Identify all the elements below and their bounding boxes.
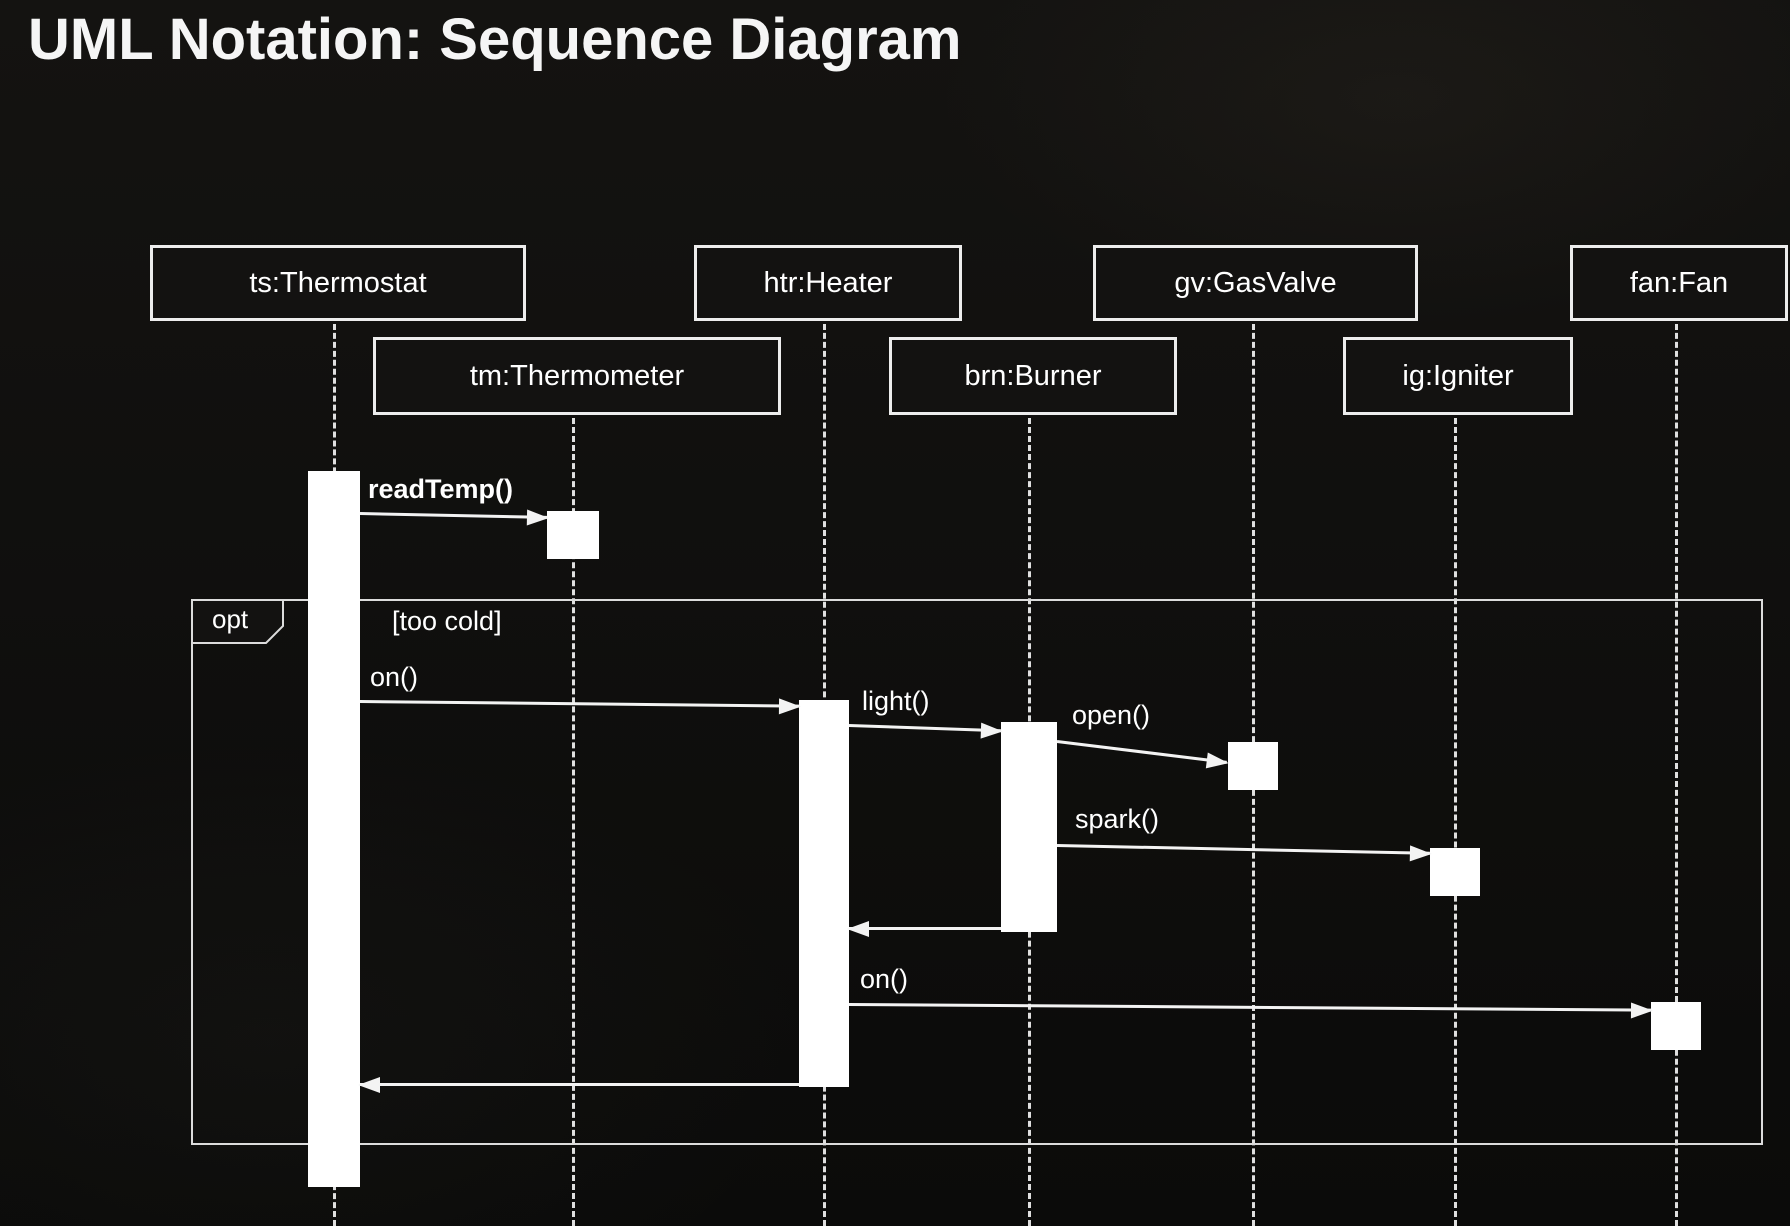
activation-brn (1001, 722, 1057, 932)
opt-operator-label: opt (212, 604, 249, 634)
participant-box-gv: gv:GasValve (1093, 245, 1418, 321)
opt-frame (191, 599, 1763, 1145)
participant-box-tm: tm:Thermometer (373, 337, 781, 415)
page-title: UML Notation: Sequence Diagram (28, 7, 962, 72)
guard-label: [too cold] (392, 606, 502, 636)
opt-pentagon-shape (191, 599, 284, 644)
activation-gv (1228, 742, 1278, 790)
message-label-on-heater: on() (370, 662, 419, 692)
message-arrow-return-heater-thermostat (360, 1083, 799, 1086)
participant-box-fan: fan:Fan (1570, 245, 1788, 321)
message-arrow-return-burner-heater (849, 927, 1001, 930)
participant-label-brn: brn:Burner (964, 359, 1102, 392)
message-label-spark: spark() (1075, 804, 1160, 834)
activation-ig (1430, 848, 1480, 896)
participant-label-tm: tm:Thermometer (469, 359, 685, 392)
participant-box-ts: ts:Thermostat (150, 245, 526, 321)
participant-box-brn: brn:Burner (889, 337, 1177, 415)
lifeline-tm (572, 409, 575, 1226)
message-arrow-readtemp (359, 512, 547, 519)
activation-ts (308, 471, 360, 1187)
participant-label-ts: ts:Thermostat (249, 266, 427, 299)
activation-htr (799, 700, 849, 1087)
participant-label-fan: fan:Fan (1629, 266, 1729, 299)
message-label-open: open() (1072, 700, 1151, 730)
lifeline-fan (1675, 315, 1678, 1226)
message-label-light: light() (862, 686, 930, 716)
activation-tm (547, 511, 599, 559)
lifeline-ig (1454, 409, 1457, 1226)
message-label-readtemp: readTemp() (368, 474, 514, 504)
participant-label-htr: htr:Heater (763, 266, 893, 299)
participant-label-gv: gv:GasValve (1174, 266, 1337, 299)
message-label-on-fan: on() (860, 964, 909, 994)
participant-label-ig: ig:Igniter (1402, 359, 1514, 392)
participant-box-ig: ig:Igniter (1343, 337, 1573, 415)
activation-fan (1651, 1002, 1701, 1050)
participant-box-htr: htr:Heater (694, 245, 962, 321)
